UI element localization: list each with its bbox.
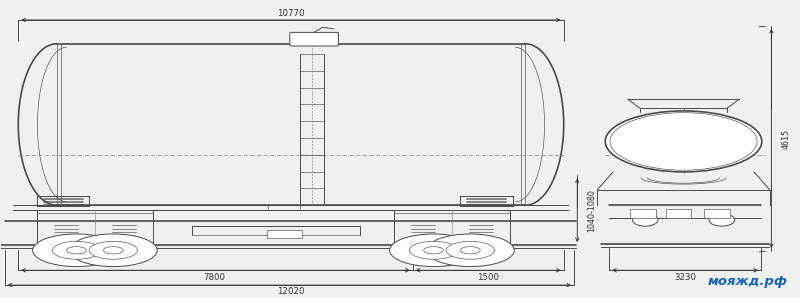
Ellipse shape <box>410 241 458 259</box>
Text: 4615: 4615 <box>782 128 790 148</box>
Ellipse shape <box>33 234 121 267</box>
Ellipse shape <box>103 247 123 254</box>
Text: 12020: 12020 <box>277 287 304 296</box>
FancyBboxPatch shape <box>290 32 338 46</box>
Ellipse shape <box>460 247 480 254</box>
Ellipse shape <box>53 241 101 259</box>
Ellipse shape <box>632 214 658 226</box>
Ellipse shape <box>89 241 138 259</box>
FancyBboxPatch shape <box>630 209 655 218</box>
Ellipse shape <box>424 247 443 254</box>
FancyBboxPatch shape <box>266 230 302 238</box>
FancyBboxPatch shape <box>704 209 730 218</box>
Ellipse shape <box>426 234 514 267</box>
Text: мояжд.рф: мояжд.рф <box>707 275 787 288</box>
Text: 1040-1080: 1040-1080 <box>587 189 596 232</box>
Text: 10770: 10770 <box>277 9 304 18</box>
Text: 3230: 3230 <box>674 273 696 282</box>
Text: 7800: 7800 <box>204 273 226 282</box>
FancyBboxPatch shape <box>666 209 691 218</box>
Ellipse shape <box>70 234 158 267</box>
Ellipse shape <box>66 247 86 254</box>
Ellipse shape <box>610 113 757 170</box>
Text: 1500: 1500 <box>477 273 499 282</box>
Ellipse shape <box>390 234 478 267</box>
Ellipse shape <box>606 111 762 172</box>
Ellipse shape <box>446 241 494 259</box>
Ellipse shape <box>709 214 734 226</box>
